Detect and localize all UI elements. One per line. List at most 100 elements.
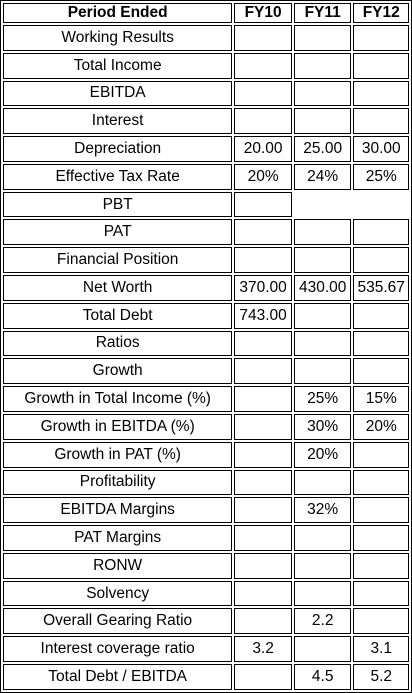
value-cell: [234, 108, 292, 135]
value-cell: 15%: [353, 386, 409, 412]
value-cell: [293, 52, 352, 79]
value-cell: 20%: [353, 413, 409, 440]
row-label: Solvency: [3, 580, 233, 607]
value-cell: 32%: [293, 497, 352, 524]
row-label: Total Debt: [3, 302, 233, 329]
value-cell: [293, 247, 352, 274]
table-row: Net Worth 370.00 430.00 535.67: [3, 275, 409, 301]
table-row: PAT: [3, 219, 409, 246]
value-cell: [234, 580, 292, 607]
value-cell: 5.2: [353, 663, 409, 690]
value-cell: [293, 525, 352, 551]
row-label: PBT: [3, 191, 233, 218]
value-cell: [234, 469, 292, 496]
value-cell: [234, 525, 292, 551]
value-cell: [234, 663, 292, 690]
value-cell: [234, 52, 292, 79]
row-label: Working Results: [3, 25, 233, 51]
value-cell: 3.1: [353, 636, 409, 662]
value-cell: [234, 330, 292, 357]
value-cell: 25%: [353, 163, 409, 190]
value-cell: [353, 247, 409, 274]
value-cell: [234, 247, 292, 274]
table-row: Solvency: [3, 580, 409, 607]
value-cell: 2.2: [293, 608, 352, 635]
value-cell: 25%: [293, 386, 352, 412]
table-body: Working Results Total Income EBITDA Interes…: [3, 25, 409, 690]
value-cell: [353, 525, 409, 551]
period-header: FY10: [234, 3, 292, 23]
table-row: RONW: [3, 552, 409, 579]
table-row: PAT Margins: [3, 525, 409, 551]
value-cell: [234, 386, 292, 412]
value-cell: 30%: [293, 413, 352, 440]
value-cell: 30.00: [353, 136, 409, 162]
value-cell: [353, 469, 409, 496]
value-cell: [234, 80, 292, 107]
table-row: Total Income: [3, 52, 409, 79]
value-cell: [293, 469, 352, 496]
value-cell: 370.00: [234, 275, 292, 301]
table-row: Working Results: [3, 25, 409, 51]
value-cell: 743.00: [234, 302, 292, 329]
row-label: Growth in PAT (%): [3, 441, 233, 468]
value-cell: [293, 219, 352, 246]
value-cell: [353, 330, 409, 357]
value-cell: [293, 25, 352, 51]
value-cell: [353, 80, 409, 107]
value-cell: [353, 52, 409, 79]
row-label: Growth in Total Income (%): [3, 386, 233, 412]
value-cell: 24%: [293, 163, 352, 190]
value-cell: [234, 552, 292, 579]
table-row: Total Debt 743.00: [3, 302, 409, 329]
label-header: Period Ended: [3, 3, 233, 23]
value-cell: [293, 108, 352, 135]
row-label: Growth in EBITDA (%): [3, 413, 233, 440]
value-cell: 535.67: [353, 275, 409, 301]
row-label: PAT Margins: [3, 525, 233, 551]
value-cell: [293, 580, 352, 607]
value-cell: 20.00: [234, 136, 292, 162]
table-row: Growth in Total Income (%) 25% 15%: [3, 386, 409, 412]
value-cell: [294, 192, 352, 218]
value-cell: [353, 219, 409, 246]
table-row: PBT: [3, 191, 409, 218]
table-row: Growth in EBITDA (%) 30% 20%: [3, 413, 409, 440]
row-label: Financial Position: [3, 247, 233, 274]
row-label: Growth: [3, 358, 233, 385]
value-cell: [234, 191, 292, 218]
value-cell: [353, 358, 409, 385]
value-cell: [353, 580, 409, 607]
value-cell: [234, 441, 292, 468]
table-row: Financial Position: [3, 247, 409, 274]
row-label: EBITDA Margins: [3, 497, 233, 524]
value-cell: [234, 608, 292, 635]
table-row: Interest coverage ratio 3.2 3.1: [3, 636, 409, 662]
value-cell: 430.00: [293, 275, 352, 301]
table-row: Ratios: [3, 330, 409, 357]
value-cell: 20%: [293, 441, 352, 468]
period-header: FY11: [293, 3, 352, 23]
table-row: Profitability: [3, 469, 409, 496]
value-cell: [353, 108, 409, 135]
value-cell: [353, 552, 409, 579]
value-cell: [293, 302, 352, 329]
row-label: Interest: [3, 108, 233, 135]
table-row: Interest: [3, 108, 409, 135]
value-cell: [353, 608, 409, 635]
value-cell: [353, 25, 409, 51]
value-cell: [353, 441, 409, 468]
table-row: Depreciation 20.00 25.00 30.00: [3, 136, 409, 162]
row-label: PAT: [3, 219, 233, 246]
row-label: Interest coverage ratio: [3, 636, 233, 662]
value-cell: 25.00: [293, 136, 352, 162]
header-row: Period Ended FY10 FY11 FY12: [3, 3, 409, 23]
table-row: EBITDA: [3, 80, 409, 107]
value-cell: [234, 358, 292, 385]
value-cell: [353, 302, 409, 329]
row-label: Net Worth: [3, 275, 233, 301]
value-cell: [353, 192, 409, 218]
row-label: Depreciation: [3, 136, 233, 162]
table-row: EBITDA Margins 32%: [3, 497, 409, 524]
